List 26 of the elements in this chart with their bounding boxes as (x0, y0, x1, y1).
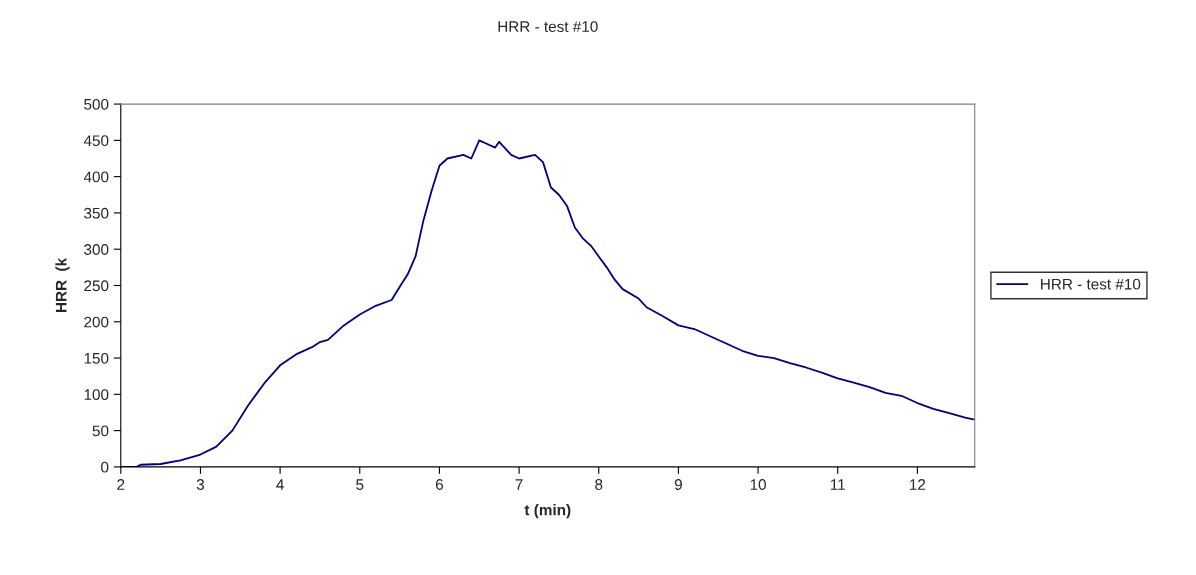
x-tick-label: 12 (910, 479, 926, 490)
x-tick-label: 4 (276, 479, 284, 490)
y-axis-title: HRR (k (55, 257, 70, 313)
x-axis-title: t (min) (524, 504, 571, 519)
x-tick-label: 10 (750, 479, 766, 490)
x-tick-label: 7 (515, 479, 523, 490)
y-tick-label: 250 (84, 280, 109, 292)
y-tick-label: 300 (84, 244, 109, 255)
y-tick-label: 50 (92, 425, 109, 437)
x-tick-label: 8 (595, 479, 603, 490)
y-tick-label: 200 (84, 316, 109, 328)
y-tick-label: 350 (84, 207, 109, 219)
x-tick-label: 11 (830, 479, 845, 490)
y-tick-label: 500 (84, 98, 109, 110)
chart-title: HRR - test #10 (498, 21, 598, 32)
x-tick-label: 6 (435, 479, 444, 490)
x-tick-label: 9 (674, 479, 682, 490)
y-tick-label: 100 (84, 389, 109, 401)
legend-label: HRR - test #10 (1041, 278, 1141, 290)
x-tick-label: 2 (117, 479, 125, 490)
y-tick-label: 450 (83, 135, 109, 147)
x-tick-label: 3 (196, 479, 205, 490)
y-tick-label: 150 (84, 352, 109, 364)
x-tick-label: 5 (356, 479, 364, 490)
y-tick-label: 0 (101, 461, 109, 473)
y-tick-label: 400 (83, 171, 109, 183)
